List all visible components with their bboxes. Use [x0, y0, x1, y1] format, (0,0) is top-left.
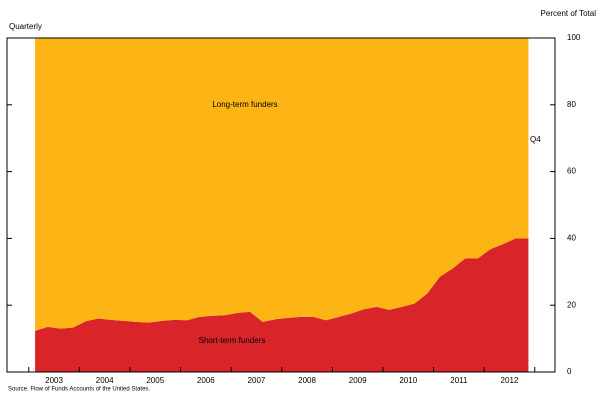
subtitle: Quarterly [9, 22, 42, 31]
area [35, 238, 529, 372]
y-tick-label: 20 [567, 300, 576, 309]
area [35, 38, 529, 331]
y-tick-label: 80 [567, 100, 576, 109]
y-tick-label: 0 [567, 367, 572, 376]
y-tick-label: 60 [567, 167, 576, 176]
x-tick-label: 2008 [298, 376, 316, 385]
x-tick-label: 2012 [501, 376, 519, 385]
plot-frame [6, 37, 556, 373]
y-axis-label: Percent of Total [541, 9, 597, 18]
x-tick-label: 2011 [450, 376, 468, 385]
x-tick-label: 2007 [248, 376, 266, 385]
source: Source. Flow of Funds Accounts of the Un… [8, 387, 150, 393]
x-tick-label: 2005 [146, 376, 164, 385]
x-tick-label: 2010 [399, 376, 417, 385]
annotation: Q4 [530, 135, 541, 144]
series-label: Long-term funders [212, 100, 277, 109]
x-tick-label: 2006 [197, 376, 215, 385]
y-tick-label: 100 [567, 33, 581, 42]
y-tick-label: 40 [567, 234, 576, 243]
x-tick-label: 2009 [349, 376, 367, 385]
x-tick-label: 2004 [96, 376, 114, 385]
series-label: Short-term funders [199, 336, 266, 345]
x-tick-label: 2003 [45, 376, 63, 385]
